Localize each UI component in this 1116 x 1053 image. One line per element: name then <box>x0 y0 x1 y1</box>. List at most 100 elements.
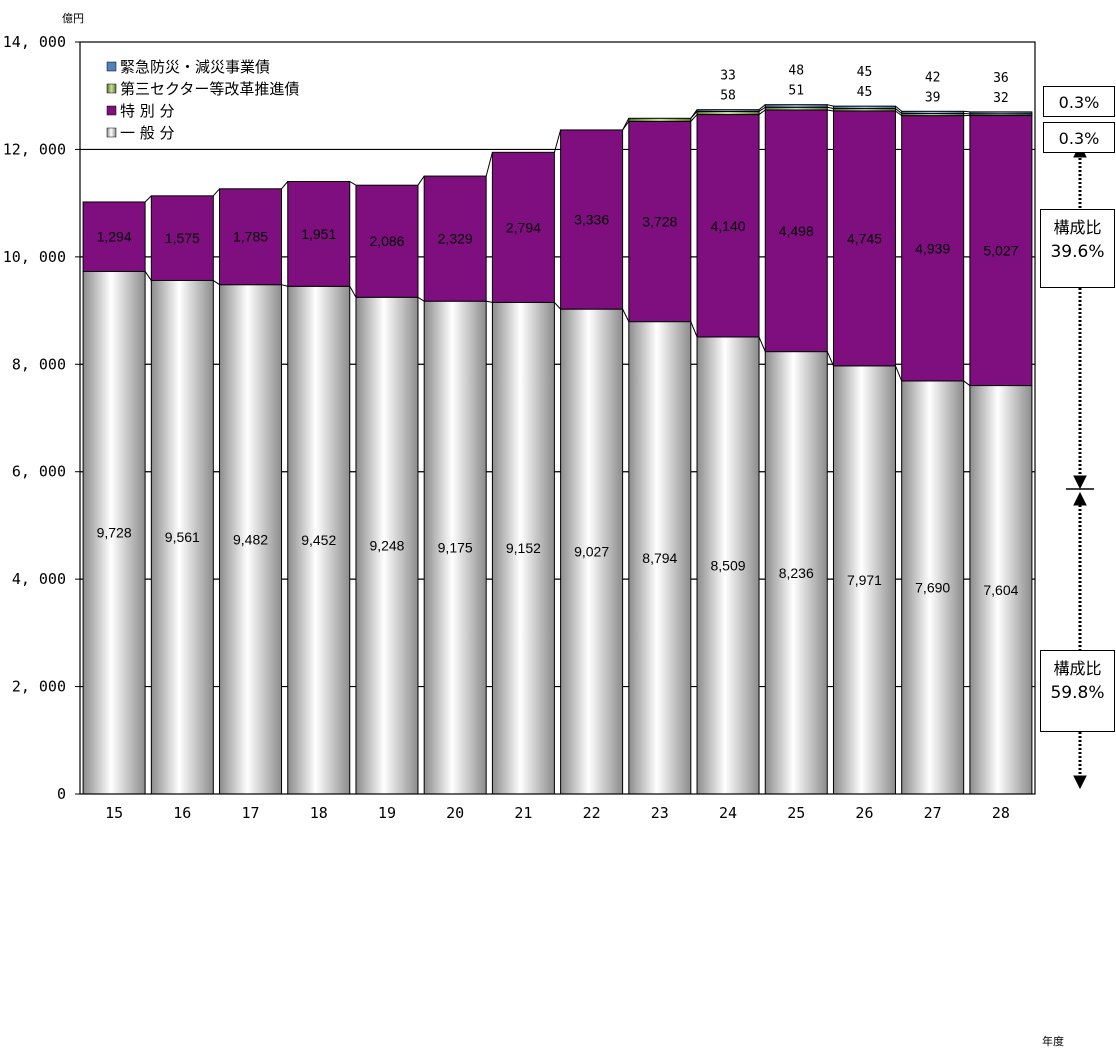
legend-swatch-blue <box>106 61 117 72</box>
connector-line <box>213 280 220 286</box>
x-tick-label: 25 <box>787 804 805 822</box>
ratio-daisan-value: 0.3% <box>1058 129 1100 148</box>
connector-line <box>826 351 834 367</box>
bar-segment <box>628 321 692 795</box>
connector-line <box>554 302 561 310</box>
y-tick-label: 4, 000 <box>12 570 66 588</box>
value-label-kinkyu: 48 <box>788 64 804 79</box>
bar-segment <box>219 284 283 795</box>
legend-label-daisan: 第三セクター等改革推進債 <box>120 80 299 98</box>
connector-line <box>758 106 766 112</box>
bar-segment <box>287 180 351 287</box>
bar-segment <box>150 195 214 281</box>
bar-segment <box>832 365 896 795</box>
bar-segment <box>764 109 828 353</box>
connector-line <box>963 110 970 113</box>
series-connectors <box>144 104 971 386</box>
connector-line <box>417 175 425 186</box>
y-tick-label: 12, 000 <box>3 140 66 158</box>
x-tick-label: 20 <box>446 804 464 822</box>
x-tick-label: 17 <box>242 804 260 822</box>
x-tick-label: 24 <box>719 804 737 822</box>
ratio-arrows <box>1064 134 1098 790</box>
bar-segment <box>82 270 146 795</box>
bar-segment <box>969 111 1033 115</box>
connector-line <box>553 129 562 153</box>
bar-segment <box>560 308 624 795</box>
bar-segment <box>423 175 487 302</box>
y-tick-label: 0 <box>57 785 66 803</box>
axis-labels: 0 2, 000 4, 000 6, 000 8, 000 10, 000 12, 000 1… <box>3 33 1010 822</box>
y-tick-label: 2, 000 <box>12 678 66 696</box>
x-tick-label: 19 <box>378 804 396 822</box>
value-label-tokubetsu: 1,294 <box>97 229 132 245</box>
x-tick-label: 18 <box>310 804 328 822</box>
value-label-daisan: 58 <box>720 89 736 104</box>
connector-line <box>758 109 766 115</box>
bar-segment <box>355 296 419 795</box>
x-tick-label: 26 <box>855 804 873 822</box>
arrow-head-down-bottom <box>1073 775 1087 790</box>
value-label-ippan: 7,604 <box>983 582 1018 598</box>
value-label-ippan: 8,236 <box>779 565 814 581</box>
y-tick-label: 6, 000 <box>12 463 66 481</box>
connector-line <box>349 286 357 298</box>
connector-line <box>963 380 971 386</box>
ratio-ippan-label: 構成比 <box>1053 659 1102 678</box>
value-label-tokubetsu: 4,745 <box>847 230 882 246</box>
x-tick-label: 28 <box>992 804 1010 822</box>
value-label-ippan: 7,971 <box>847 572 882 588</box>
bar-segment <box>82 201 146 272</box>
value-label-ippan: 9,027 <box>574 544 609 560</box>
bar-segment <box>832 105 896 110</box>
ratio-tokubetsu-label: 構成比 <box>1053 218 1102 237</box>
connector-line <box>622 118 630 131</box>
bar-segment <box>696 114 760 338</box>
value-label-tokubetsu: 4,498 <box>779 223 814 239</box>
connector-line <box>895 105 902 112</box>
value-label-ippan: 9,561 <box>165 529 200 545</box>
value-label-ippan: 8,509 <box>711 557 746 573</box>
value-label-daisan: 32 <box>993 91 1009 106</box>
bar-segment <box>901 115 965 382</box>
legend: 緊急防災・減災事業債 第三セクター等改革推進債 特 別 分 一 般 分 <box>106 58 299 142</box>
value-label-daisan: 39 <box>925 90 941 105</box>
x-tick-label: 15 <box>105 804 123 822</box>
connector-line <box>622 308 630 322</box>
legend-swatch-purple <box>106 105 117 116</box>
value-label-ippan: 9,248 <box>369 538 404 554</box>
bar-segment <box>764 104 828 108</box>
x-tick-label: 21 <box>514 804 532 822</box>
connector-line <box>349 181 357 186</box>
value-label-tokubetsu: 5,027 <box>983 243 1018 259</box>
legend-label-kinkyu: 緊急防災・減災事業債 <box>120 58 270 76</box>
plot-border <box>79 41 1036 795</box>
connector-line <box>827 104 834 107</box>
bar-segment <box>901 380 965 795</box>
value-label-tokubetsu: 1,951 <box>301 226 336 242</box>
bar-segment <box>491 151 555 303</box>
bar-segment <box>560 129 624 310</box>
value-label-daisan: 51 <box>788 84 804 99</box>
value-label-ippan: 7,690 <box>915 579 950 595</box>
bar-segment <box>832 110 896 367</box>
bar-segment <box>355 184 419 298</box>
value-label-tokubetsu: 2,329 <box>438 231 473 247</box>
y-tick-label: 8, 000 <box>12 355 66 373</box>
value-label-tokubetsu: 2,794 <box>506 219 541 235</box>
bar-segment <box>628 117 692 122</box>
connector-line <box>485 152 493 177</box>
legend-label-tokubetsu: 特 別 分 <box>120 102 175 120</box>
ratio-kinkyu-box: 0.3% <box>1043 86 1115 117</box>
ratio-ippan-value: 59.8% <box>1050 683 1105 703</box>
connector-line <box>895 365 903 382</box>
connector-line <box>758 104 766 111</box>
value-label-ippan: 8,794 <box>642 550 677 566</box>
bar-segment <box>628 120 692 323</box>
legend-swatch-gray <box>106 127 117 138</box>
ratio-tokubetsu-value: 39.6% <box>1050 242 1105 262</box>
bar-segment <box>491 301 555 795</box>
ratio-daisan-box: 0.3% <box>1043 122 1115 153</box>
y-unit-label: 億円 <box>62 12 84 25</box>
value-label-ippan: 9,452 <box>301 532 336 548</box>
